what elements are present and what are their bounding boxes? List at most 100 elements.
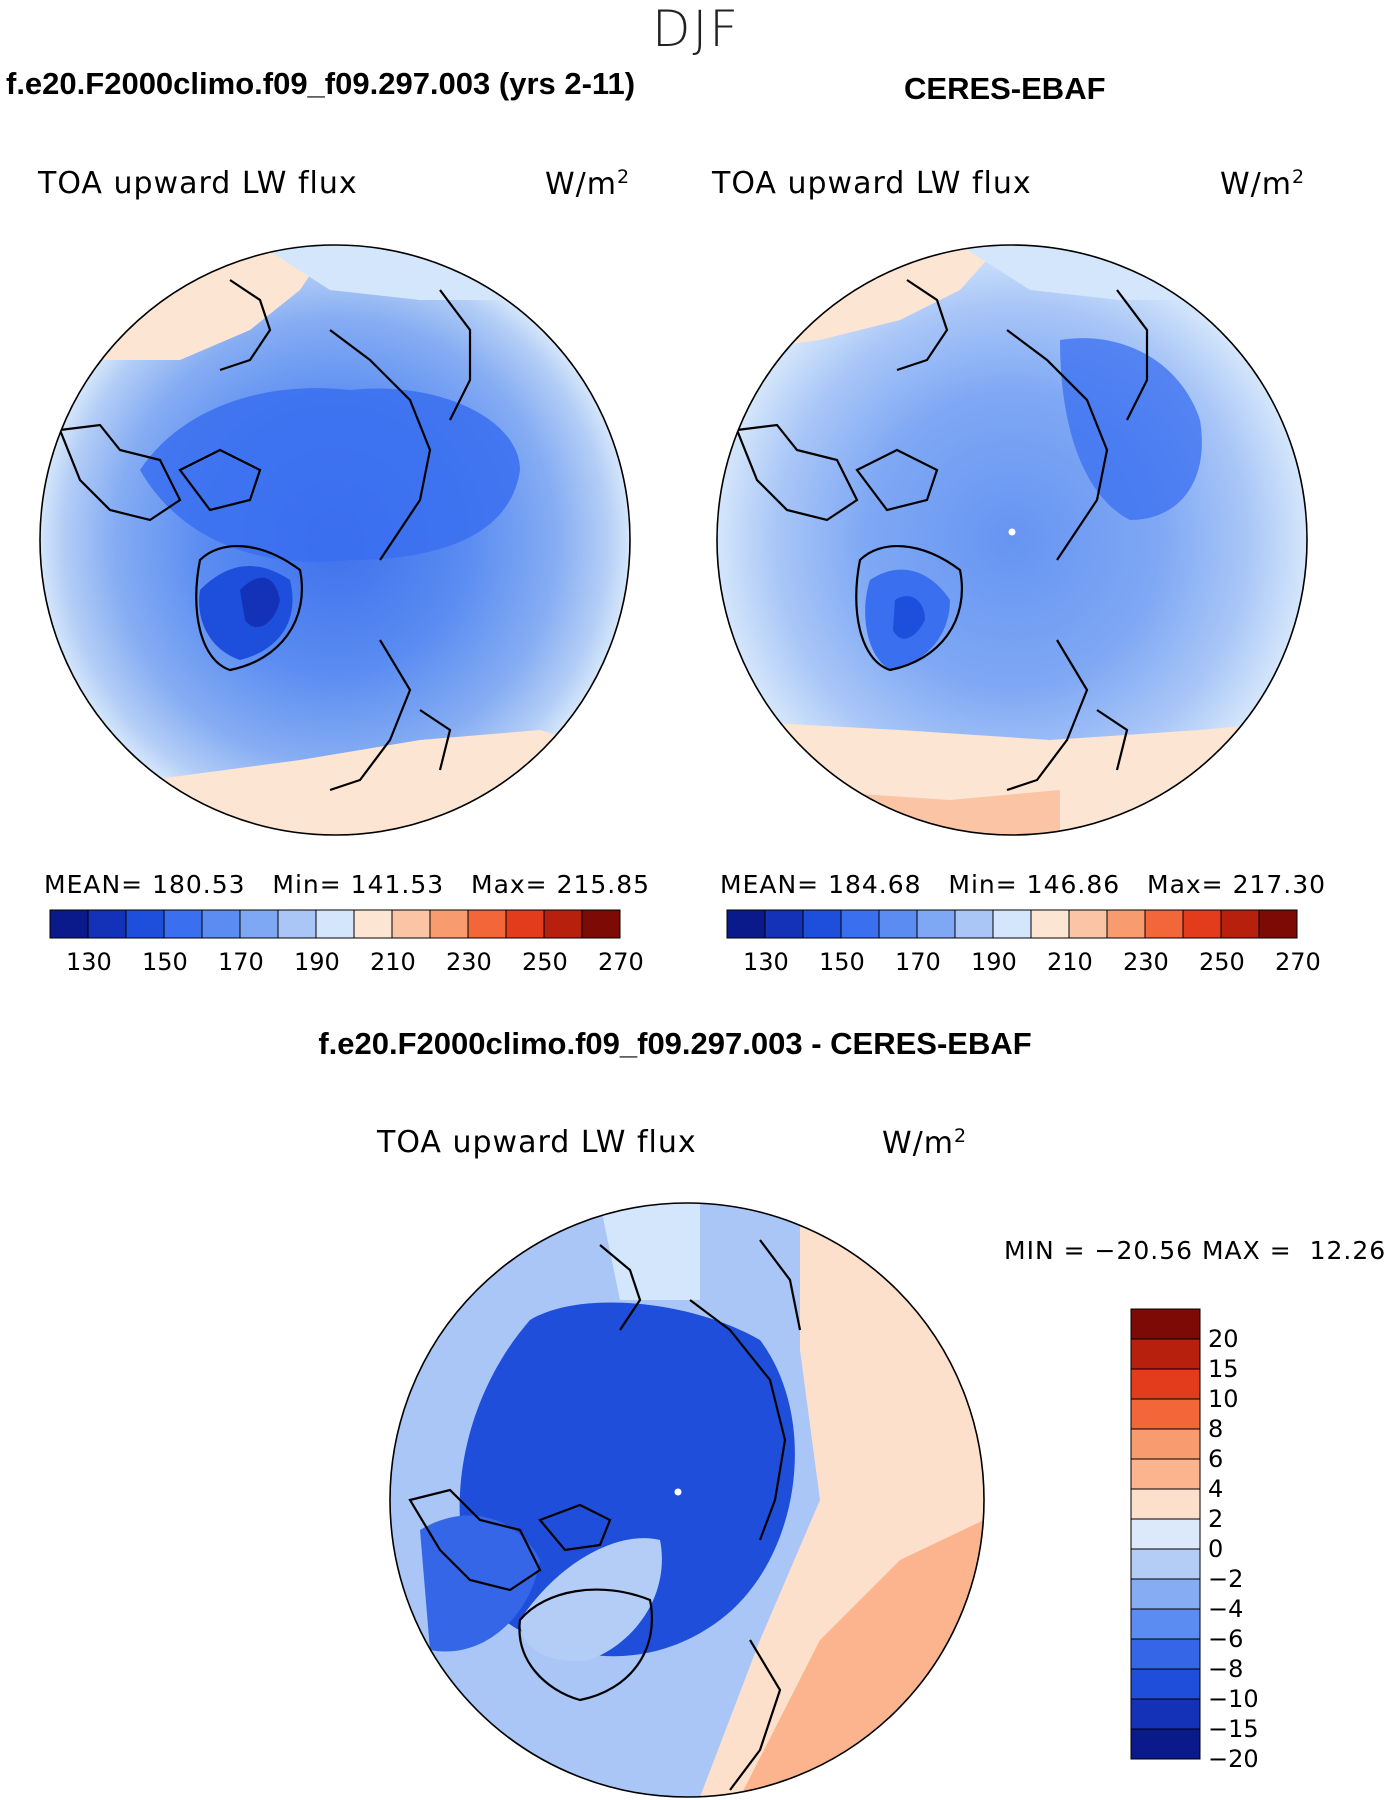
- model-colorbar-swatch: [315, 909, 355, 939]
- obs-colorbar-swatch: [916, 909, 956, 939]
- diff-colorbar-swatch: [1130, 1578, 1201, 1610]
- model-coastlines: [58, 279, 472, 792]
- model-colorbar-swatch: [429, 909, 469, 939]
- diff-colorbar-swatch: [1130, 1608, 1201, 1640]
- obs-units-label: W/m2: [1220, 166, 1306, 202]
- obs-colorbar-swatch: [1106, 909, 1146, 939]
- model-colorbar-swatch: [467, 909, 507, 939]
- model-variable-label: TOA upward LW flux: [38, 166, 358, 201]
- obs-colorbar-swatch: [1068, 909, 1108, 939]
- obs-colorbar-swatch: [1258, 909, 1298, 939]
- season-title: DJF: [651, 0, 740, 58]
- model-colorbar-tick-label: 150: [142, 948, 188, 976]
- diff-arctic-cold: [459, 1302, 795, 1657]
- obs-siberia-cold: [1060, 338, 1202, 520]
- obs-colorbar-swatch: [802, 909, 842, 939]
- model-colorbar-swatch: [87, 909, 127, 939]
- diff-colorbar-swatch: [1130, 1638, 1201, 1670]
- diff-colorbar-tick-label: 20: [1208, 1325, 1239, 1353]
- diff-map-frame: [389, 1202, 985, 1798]
- diff-colorbar-tick-label: 0: [1208, 1535, 1224, 1563]
- model-units-label: W/m2: [545, 166, 631, 202]
- model-map-frame: [39, 244, 631, 836]
- diff-colorbar-swatch: [1130, 1308, 1201, 1340]
- diff-colorbar: [1130, 1308, 1201, 1760]
- model-colorbar-swatch: [581, 909, 621, 939]
- diff-colorbar-swatch: [1130, 1338, 1201, 1370]
- obs-colorbar-swatch: [992, 909, 1032, 939]
- diff-colorbar-swatch: [1130, 1698, 1201, 1730]
- diff-colorbar-swatch: [1130, 1518, 1201, 1550]
- diff-colorbar-swatch: [1130, 1458, 1201, 1490]
- obs-stats: MEAN= 184.68 Min= 146.86 Max= 217.30: [720, 870, 1327, 899]
- obs-pole-marker: [1008, 528, 1016, 536]
- diff-panel-header: f.e20.F2000climo.f09_f09.297.003 - CERES…: [318, 1026, 1032, 1061]
- diff-map: [389, 1202, 985, 1798]
- diff-units-label: W/m2: [882, 1125, 968, 1161]
- diff-colorbar-tick-label: 4: [1208, 1475, 1224, 1503]
- model-colorbar-swatch: [277, 909, 317, 939]
- obs-colorbar-tick-label: 250: [1199, 948, 1245, 976]
- diff-colorbar-swatch: [1130, 1428, 1201, 1460]
- obs-coastlines: [735, 279, 1149, 792]
- diff-colorbar-tick-label: 10: [1208, 1385, 1239, 1413]
- obs-colorbar-tick-label: 270: [1275, 948, 1321, 976]
- diff-greenland-patch: [520, 1538, 662, 1661]
- model-panel-header: f.e20.F2000climo.f09_f09.297.003 (yrs 2-…: [6, 66, 636, 101]
- model-colorbar-swatch: [201, 909, 241, 939]
- diff-colorbar-tick-label: 8: [1208, 1415, 1224, 1443]
- model-cold-core: [140, 388, 520, 562]
- obs-colorbar-tick-label: 150: [819, 948, 865, 976]
- diff-variable-label: TOA upward LW flux: [377, 1125, 697, 1160]
- diff-colorbar-swatch: [1130, 1488, 1201, 1520]
- model-colorbar-tick-label: 190: [294, 948, 340, 976]
- model-colorbar-tick-label: 130: [66, 948, 112, 976]
- model-colorbar-swatch: [125, 909, 165, 939]
- model-colorbar-swatch: [505, 909, 545, 939]
- obs-colorbar-swatch: [764, 909, 804, 939]
- obs-colorbar-swatch: [1030, 909, 1070, 939]
- model-greenland-core: [240, 577, 280, 628]
- diff-colorbar-swatch: [1130, 1368, 1201, 1400]
- model-colorbar-tick-label: 270: [598, 948, 644, 976]
- obs-panel-header: CERES-EBAF: [904, 71, 1106, 106]
- model-colorbar-swatch: [239, 909, 279, 939]
- diff-colorbar-tick-label: −4: [1208, 1595, 1244, 1623]
- diff-colorbar-swatch: [1130, 1398, 1201, 1430]
- model-colorbar-swatch: [353, 909, 393, 939]
- obs-colorbar-tick-label: 190: [971, 948, 1017, 976]
- obs-variable-label: TOA upward LW flux: [712, 166, 1032, 201]
- obs-map-frame: [716, 244, 1308, 836]
- model-colorbar: [49, 909, 621, 939]
- diff-colorbar-tick-label: 6: [1208, 1445, 1224, 1473]
- diff-colorbar-tick-label: 2: [1208, 1505, 1224, 1533]
- diff-colorbar-swatch: [1130, 1548, 1201, 1580]
- diff-light-north: [600, 1203, 700, 1300]
- diff-colorbar-tick-label: 15: [1208, 1355, 1239, 1383]
- obs-colorbar-tick-label: 230: [1123, 948, 1169, 976]
- obs-map: [716, 244, 1308, 836]
- diff-colorbar-tick-label: −2: [1208, 1565, 1244, 1593]
- model-map: [39, 244, 631, 836]
- diff-colorbar-tick-label: −10: [1208, 1685, 1259, 1713]
- obs-colorbar-swatch: [1144, 909, 1184, 939]
- model-colorbar-swatch: [543, 909, 583, 939]
- model-colorbar-swatch: [49, 909, 89, 939]
- diff-coastlines: [408, 1239, 802, 1791]
- obs-colorbar-swatch: [878, 909, 918, 939]
- diff-colorbar-tick-label: −6: [1208, 1625, 1244, 1653]
- diff-colorbar-swatch: [1130, 1668, 1201, 1700]
- obs-colorbar-tick-label: 170: [895, 948, 941, 976]
- model-colorbar-tick-label: 230: [446, 948, 492, 976]
- diff-colorbar-tick-label: −15: [1208, 1715, 1259, 1743]
- obs-colorbar-tick-label: 130: [743, 948, 789, 976]
- obs-colorbar: [726, 909, 1298, 939]
- diff-pole-marker: [674, 1488, 682, 1496]
- model-stats: MEAN= 180.53 Min= 141.53 Max= 215.85: [44, 870, 651, 899]
- obs-colorbar-swatch: [954, 909, 994, 939]
- obs-greenland-core: [893, 596, 925, 639]
- obs-colorbar-swatch: [1220, 909, 1260, 939]
- diff-stats: MIN = −20.56 MAX = 12.26: [1004, 1236, 1387, 1265]
- model-colorbar-swatch: [391, 909, 431, 939]
